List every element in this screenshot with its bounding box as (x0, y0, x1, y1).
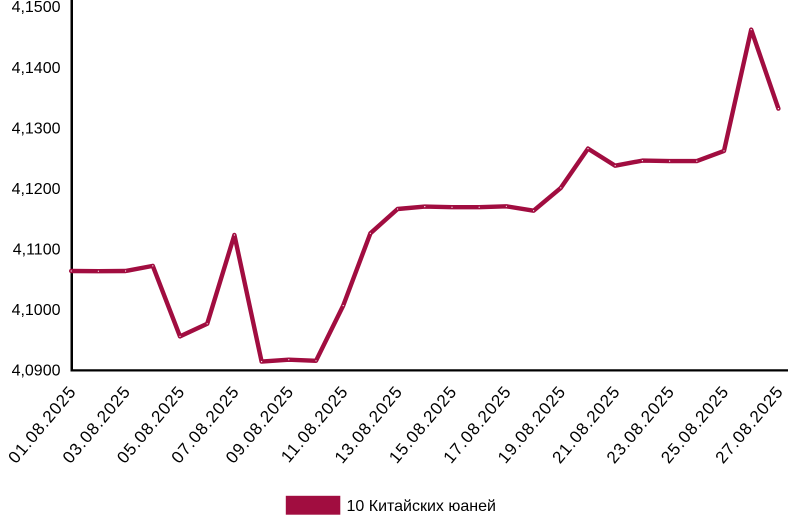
svg-text:10 Китайских юаней: 10 Китайских юаней (347, 498, 496, 515)
svg-text:4,1300: 4,1300 (12, 120, 61, 137)
svg-text:4,0900: 4,0900 (12, 363, 61, 380)
svg-text:4,1000: 4,1000 (12, 302, 61, 319)
svg-text:4,1400: 4,1400 (12, 60, 61, 77)
svg-text:4,1100: 4,1100 (13, 241, 61, 258)
svg-text:4,1200: 4,1200 (12, 181, 61, 198)
svg-text:4,1500: 4,1500 (12, 0, 61, 16)
